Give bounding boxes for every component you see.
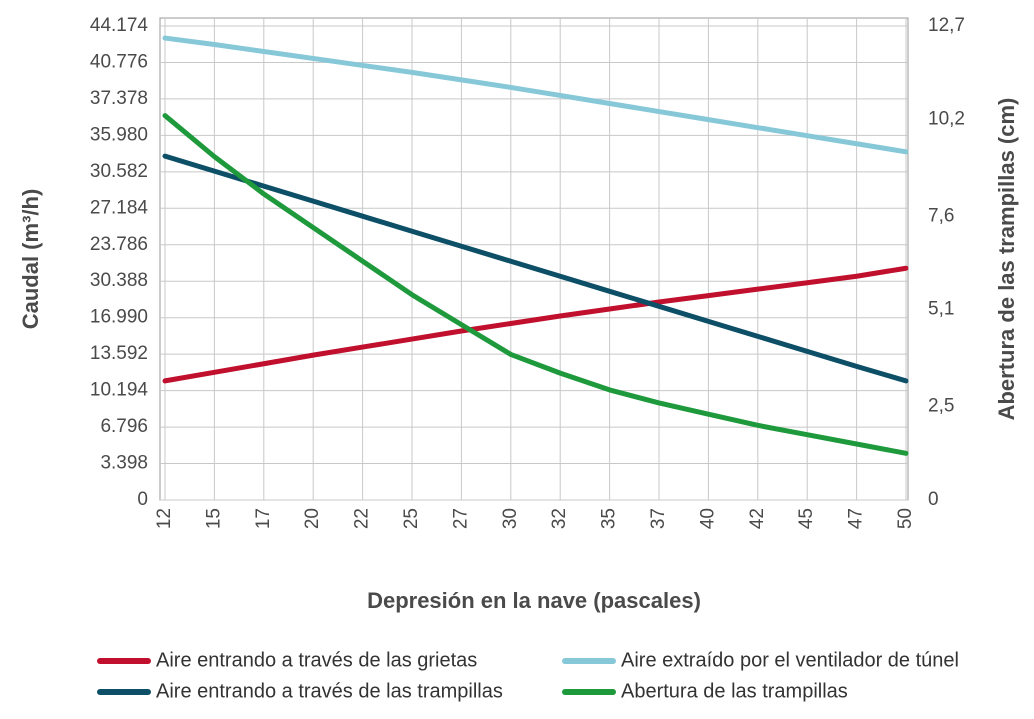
x-tick-label: 47 xyxy=(846,508,867,529)
y-tick-label: 13.592 xyxy=(90,343,148,364)
y2-tick-label: 12,7 xyxy=(928,15,965,36)
y-axis-title: Caudal (m³/h) xyxy=(18,189,43,330)
y-tick-label: 23.786 xyxy=(90,234,148,255)
legend-label: Abertura de las trampillas xyxy=(621,680,848,702)
x-tick-label: 12 xyxy=(154,508,175,529)
y-tick-label: 35.980 xyxy=(90,124,148,145)
y-tick-label: 30.582 xyxy=(90,161,148,182)
legend-label: Aire entrando a través de las grietas xyxy=(156,649,477,671)
series-line xyxy=(162,113,909,456)
x-tick-label: 27 xyxy=(450,508,471,529)
x-tick-label: 40 xyxy=(697,508,718,529)
y2-tick-label: 7,6 xyxy=(928,205,954,226)
x-tick-label: 35 xyxy=(599,508,620,529)
x-tick-label: 45 xyxy=(796,508,817,529)
y-tick-label: 27.184 xyxy=(90,197,149,218)
y-tick-label: 37.378 xyxy=(90,88,148,109)
legend-label: Aire extraído por el ventilador de túnel xyxy=(621,649,959,671)
y-tick-label: 44.174 xyxy=(90,15,149,36)
x-tick-label: 32 xyxy=(549,508,570,529)
y-tick-label: 3.398 xyxy=(100,453,148,474)
series-line xyxy=(162,153,909,384)
x-tick-label: 20 xyxy=(302,508,323,529)
y-tick-label: 0 xyxy=(137,489,148,510)
y-tick-label: 6.796 xyxy=(100,416,148,437)
y-tick-label: 16.990 xyxy=(90,307,148,328)
series-line xyxy=(162,35,909,155)
y-tick-label: 30.388 xyxy=(90,270,148,291)
y-tick-label: 40.776 xyxy=(90,51,148,72)
legend-label: Aire entrando a través de las trampillas xyxy=(156,680,503,702)
x-tick-label: 50 xyxy=(895,508,916,529)
y2-axis-title: Abertura de las trampillas (cm) xyxy=(994,98,1019,421)
y-tick-label: 10.194 xyxy=(90,380,149,401)
x-tick-label: 30 xyxy=(500,508,521,529)
x-tick-label: 42 xyxy=(747,508,768,529)
series-line xyxy=(162,265,909,384)
y2-tick-label: 0 xyxy=(928,489,939,510)
y2-tick-label: 10,2 xyxy=(928,108,965,129)
y2-tick-label: 5,1 xyxy=(928,299,954,320)
x-tick-label: 37 xyxy=(648,508,669,529)
y2-tick-label: 2,5 xyxy=(928,396,954,417)
x-axis-title: Depresión en la nave (pascales) xyxy=(367,588,701,613)
x-tick-label: 22 xyxy=(352,508,373,529)
x-tick-label: 17 xyxy=(253,508,274,529)
x-tick-label: 25 xyxy=(401,508,422,529)
x-tick-label: 15 xyxy=(203,508,224,529)
